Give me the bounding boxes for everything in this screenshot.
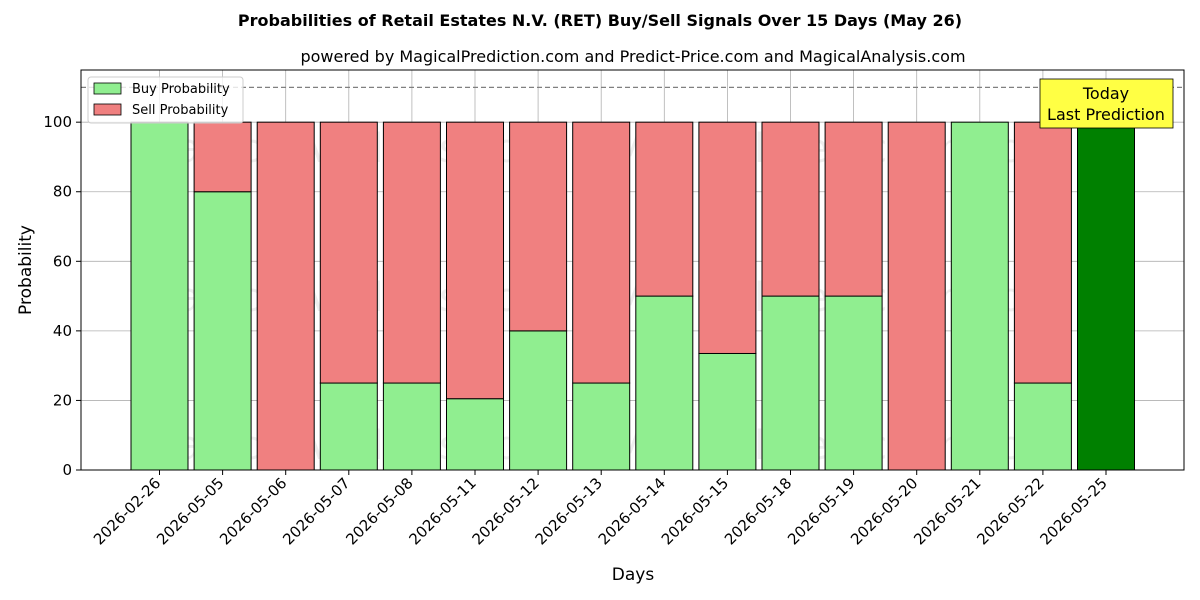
- bar-sell: [824, 121, 883, 297]
- bar-buy: [130, 121, 189, 471]
- x-tick-label: 2026-05-22: [973, 474, 1047, 548]
- bar-buy: [1013, 382, 1072, 471]
- bar-sell: [509, 121, 568, 332]
- y-tick-label: 100: [43, 113, 72, 131]
- y-tick-label: 60: [53, 252, 72, 270]
- bar-buy: [193, 191, 252, 471]
- legend-box: [87, 76, 244, 124]
- x-tick-label: 2026-05-25: [1036, 474, 1110, 548]
- bars: [130, 121, 1135, 471]
- bar-buy: [761, 295, 820, 471]
- bar-buy: [319, 382, 378, 471]
- y-tick-label: 40: [53, 322, 72, 340]
- bar-sell: [319, 121, 378, 384]
- x-tick-label: 2026-05-11: [405, 474, 479, 548]
- bar-buy: [382, 382, 441, 471]
- x-axis-label: Days: [612, 565, 655, 585]
- x-tick-label: 2026-05-20: [847, 474, 921, 548]
- today-annotation-line-1: Today: [1082, 84, 1129, 103]
- x-tick-label: 2026-05-21: [910, 474, 984, 548]
- x-tick-label: 2026-05-12: [469, 474, 543, 548]
- x-tick-label: 2026-05-05: [153, 474, 227, 548]
- bar-sell: [256, 121, 315, 471]
- legend-swatch-buy: [93, 82, 122, 95]
- x-tick-label: 2026-05-07: [279, 474, 353, 548]
- legend-label-sell: Sell Probability: [132, 103, 229, 118]
- bar-sell: [193, 121, 252, 193]
- x-axis-ticks: 2026-02-262026-05-052026-05-062026-05-07…: [90, 470, 1111, 548]
- y-tick-label: 80: [53, 183, 72, 201]
- bar-sell: [887, 121, 946, 471]
- x-tick-label: 2026-05-08: [342, 474, 416, 548]
- bar-buy: [698, 352, 757, 471]
- bar-sell: [635, 121, 694, 297]
- legend: Buy Probability Sell Probability: [87, 76, 244, 124]
- bar-buy: [635, 295, 694, 471]
- y-axis-ticks: 0 20 40 60 80 100: [43, 113, 81, 479]
- bar-sell: [382, 121, 441, 384]
- x-tick-label: 2026-05-19: [784, 474, 858, 548]
- x-tick-label: 2026-05-14: [595, 474, 669, 548]
- plot-frame: [80, 69, 1185, 471]
- legend-swatch-sell: [93, 103, 122, 116]
- bar-sell: [446, 121, 504, 400]
- chart-title: Probabilities of Retail Estates N.V. (RE…: [238, 11, 962, 30]
- bar-buy: [950, 121, 1009, 471]
- today-annotation-box: [1039, 78, 1174, 129]
- chart-subtitle: powered by MagicalPrediction.com and Pre…: [300, 47, 965, 66]
- bar-buy: [446, 398, 504, 471]
- y-tick-label: 0: [62, 461, 72, 479]
- today-annotation: Today Last Prediction: [1039, 78, 1174, 129]
- today-annotation-line-2: Last Prediction: [1047, 105, 1165, 124]
- x-tick-label: 2026-05-18: [721, 474, 795, 548]
- x-tick-label: 2026-05-06: [216, 474, 290, 548]
- x-tick-label: 2026-05-15: [658, 474, 732, 548]
- y-axis-label: Probability: [16, 225, 36, 315]
- bar-sell: [698, 121, 757, 354]
- x-tick-label: 2026-05-13: [532, 474, 606, 548]
- bar-sell: [1013, 121, 1072, 384]
- bar-buy: [509, 330, 568, 471]
- x-tick-label: 2026-02-26: [90, 474, 164, 548]
- bar-sell: [761, 121, 820, 297]
- bar-sell: [572, 121, 631, 384]
- bar-buy: [572, 382, 631, 471]
- y-tick-label: 20: [53, 391, 72, 409]
- legend-label-buy: Buy Probability: [132, 82, 230, 97]
- bar-buy: [1077, 121, 1135, 471]
- bar-buy: [824, 295, 883, 471]
